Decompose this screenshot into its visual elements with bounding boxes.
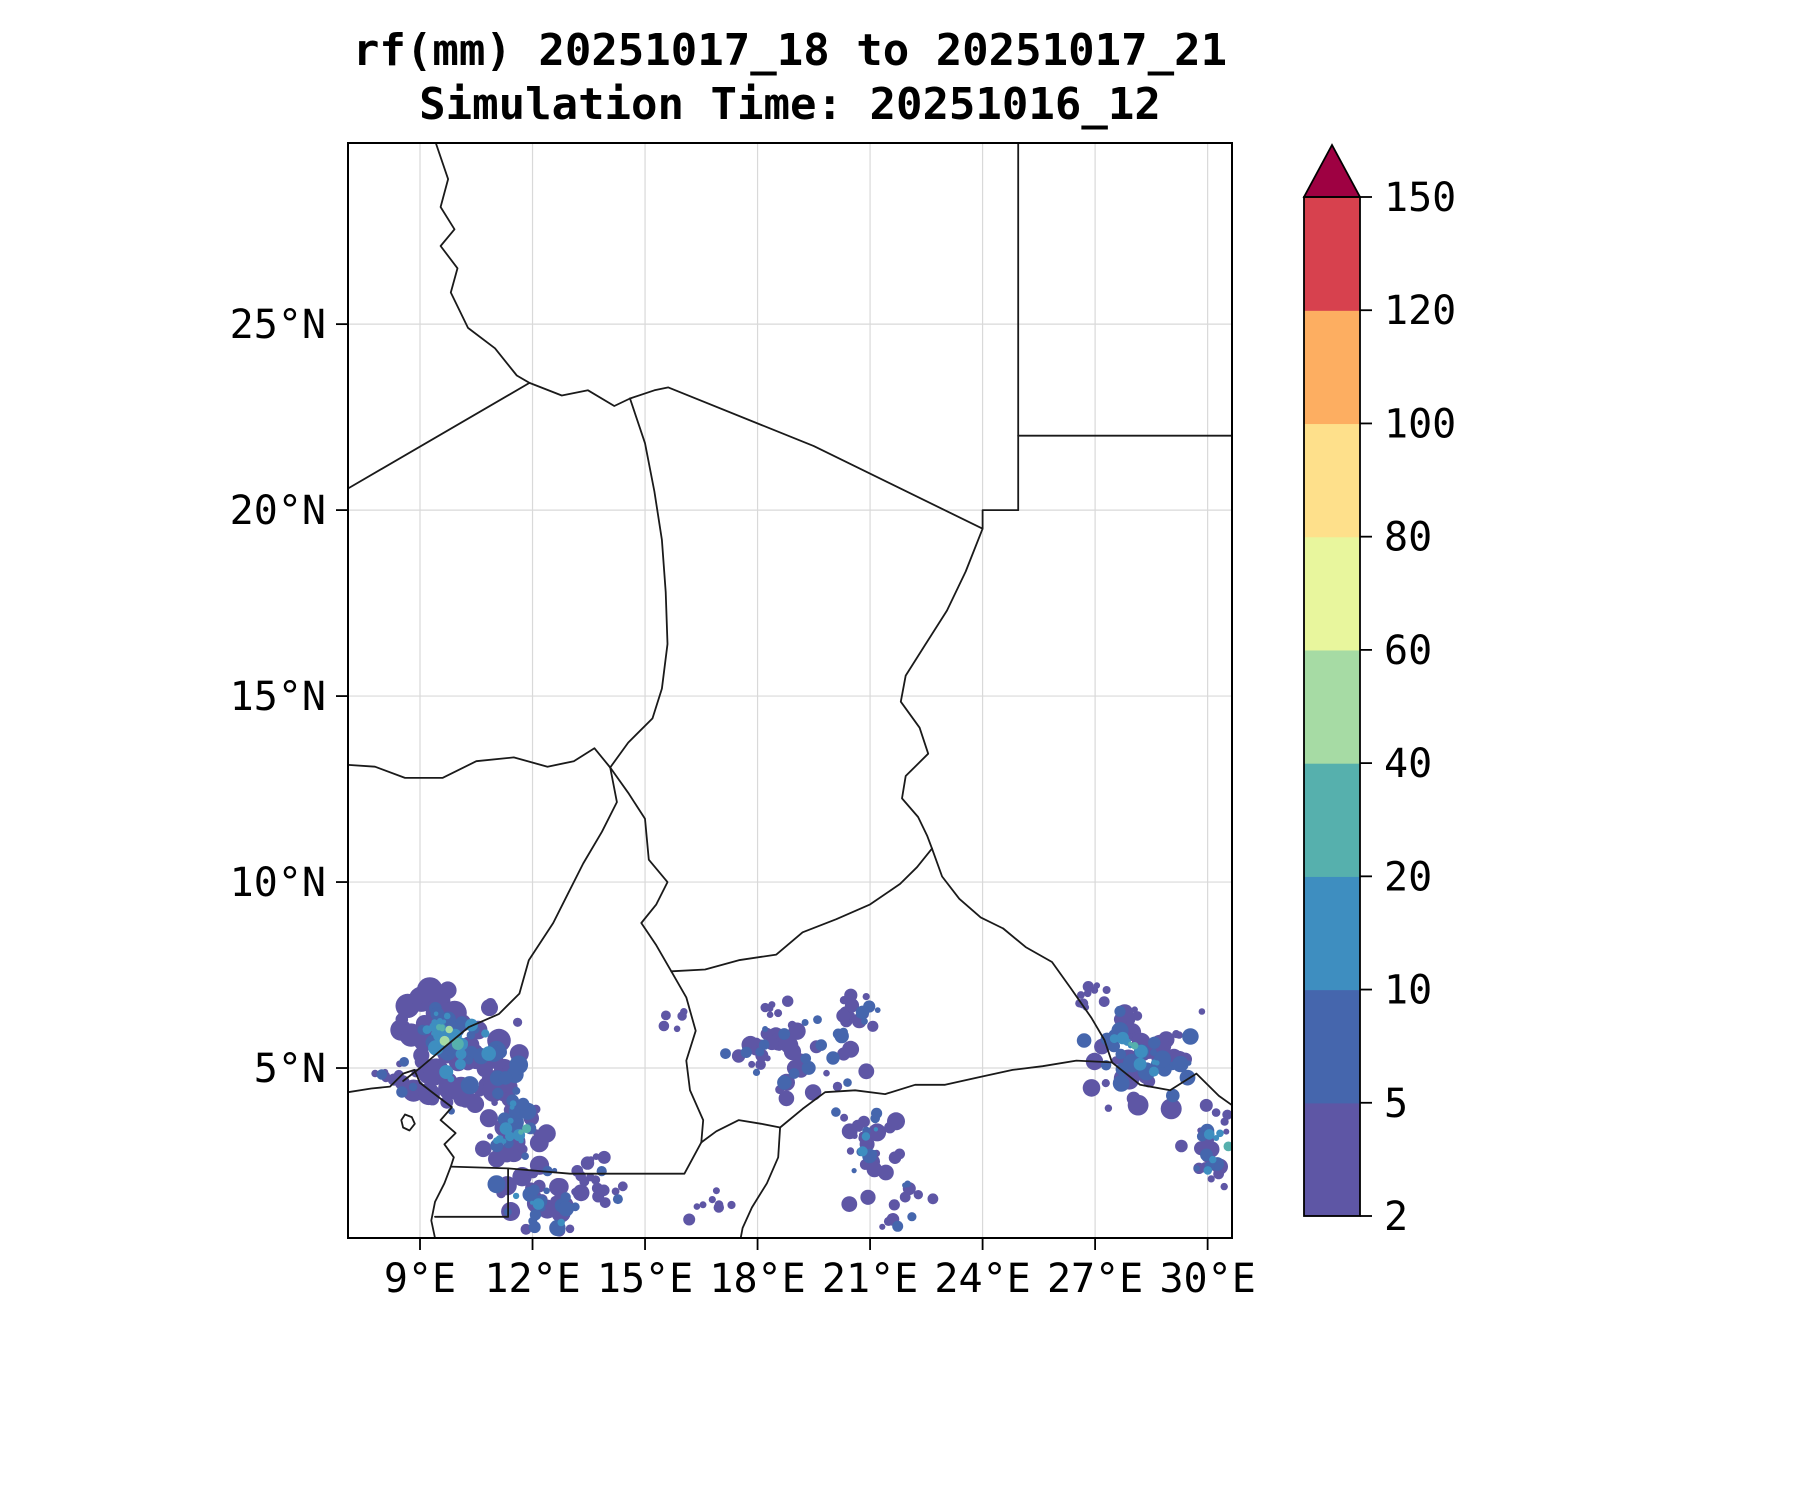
colorbar-segment	[1304, 876, 1360, 991]
x-tick-label: 15°E	[597, 1256, 693, 1302]
border-chad-sudan	[899, 527, 984, 850]
border-bioko-island	[400, 1113, 416, 1132]
x-tick-label: 21°E	[822, 1256, 918, 1302]
border-libya-chad	[629, 386, 984, 530]
figure-title-line2: Simulation Time: 20251016_12	[419, 79, 1161, 130]
colorbar-tick-label: 5	[1384, 1081, 1408, 1127]
colorbar-segment	[1304, 649, 1360, 764]
colorbar-tick-label: 10	[1384, 968, 1432, 1014]
colorbar-segment	[1304, 423, 1360, 538]
x-tick-label: 12°E	[484, 1256, 580, 1302]
rain-cells	[371, 977, 1232, 1237]
colorbar-outline	[1303, 196, 1361, 1217]
colorbar-tick-label: 80	[1384, 515, 1432, 561]
y-tick-label: 10°N	[230, 860, 326, 906]
y-tick-label: 20°N	[230, 488, 326, 534]
border-algeria-niger	[348, 382, 531, 490]
country-borders	[348, 143, 1232, 1238]
y-tick-label: 25°N	[230, 302, 326, 348]
border-cameroon-south	[449, 1141, 703, 1175]
x-tick-label: 24°E	[934, 1256, 1030, 1302]
colorbar-tick-label: 60	[1384, 628, 1432, 674]
x-tick-label: 27°E	[1047, 1256, 1143, 1302]
colorbar-segment	[1304, 536, 1360, 651]
x-tick-label: 30°E	[1159, 1256, 1255, 1302]
colorbar-tick-label: 2	[1384, 1194, 1408, 1240]
colorbar-segment	[1304, 763, 1360, 877]
border-niger-nigeria	[348, 747, 612, 779]
colorbar-segment	[1304, 1102, 1360, 1217]
colorbar-tick-label: 100	[1384, 401, 1456, 447]
colorbar-segment	[1304, 310, 1360, 425]
y-tick-label: 5°N	[254, 1046, 326, 1092]
colorbar-tick-label: 40	[1384, 741, 1432, 787]
colorbar-tick-label: 20	[1384, 854, 1432, 900]
border-drc-south-sudan	[1111, 1061, 1232, 1107]
axis-tick-labels: 9°E 12°E 15°E 18°E 21°E 24°E 27°E 30°E 5°N 10°N 15…	[230, 302, 1256, 1302]
plot-frame	[347, 142, 1233, 1239]
colorbar-tick-label: 150	[1384, 175, 1456, 221]
border-algeria-libya	[434, 143, 531, 384]
border-sudan-nw-step	[981, 509, 1020, 530]
colorbar-segment	[1304, 197, 1360, 311]
colorbar: 2 5 10 20 40 60 80 100 120 150	[1302, 143, 1456, 1240]
border-chad-cameroon	[609, 766, 673, 973]
border-car-sudan	[931, 847, 1005, 930]
border-nigeria-cameroon	[402, 766, 618, 1082]
border-chad-car	[670, 847, 933, 973]
axis-ticks	[336, 323, 1209, 1250]
border-niger-chad	[609, 397, 669, 769]
border-congo-drc	[739, 1126, 781, 1238]
colorbar-tick-label: 120	[1384, 288, 1456, 334]
colorbar-over-arrow	[1302, 143, 1362, 198]
border-car-drc	[779, 1059, 1113, 1129]
border-cameroon-car	[670, 970, 705, 1144]
x-tick-label: 9°E	[384, 1256, 456, 1302]
x-tick-label: 18°E	[709, 1256, 805, 1302]
colorbar-segment	[1304, 989, 1360, 1104]
border-congo-car	[700, 1119, 781, 1144]
border-gulf-of-guinea-coastline	[348, 1069, 457, 1238]
figure-title: rf(mm) 20251017_18 to 20251017_21 Simula…	[300, 24, 1280, 132]
border-niger-libya	[528, 382, 631, 407]
y-tick-label: 15°N	[230, 674, 326, 720]
border-car-south-sudan	[1002, 927, 1113, 1064]
figure-title-line1: rf(mm) 20251017_18 to 20251017_21	[352, 25, 1228, 76]
